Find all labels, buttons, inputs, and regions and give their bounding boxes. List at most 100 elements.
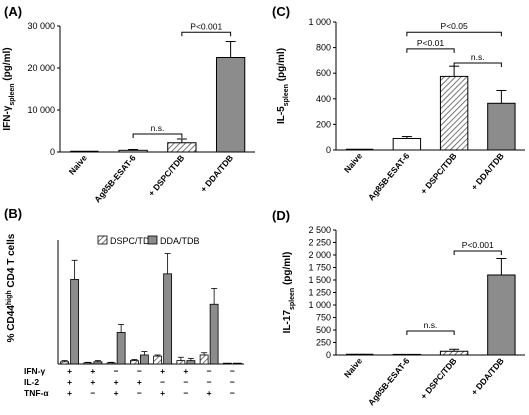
y-axis-label-rest: CD4 T cells [6,233,17,290]
y-axis-label-unit: (pg/ml) [282,252,293,288]
cytokine-row-label: IL-2 [24,377,39,387]
combination-sign: − [230,377,235,387]
category-label: + DSPC/TDB [146,153,186,198]
category-label: Naive [342,356,364,380]
bar-dda [186,360,196,365]
combination-sign: + [90,366,95,376]
y-axis-label-main: IFN-γ [2,105,13,130]
bar-3 [487,274,516,356]
combination-sign: + [160,366,165,376]
significance-label: P<0.001 [462,240,494,250]
bar-dspc [106,362,116,365]
category-label: Ag85B-ESAT-6 [366,356,412,408]
y-tick-label: 0 [326,145,331,155]
y-tick-label: 1 000 [308,17,331,27]
significance-bracket [132,133,183,138]
y-tick-label: 600 [316,68,331,78]
y-tick-label: 0 [50,147,55,157]
category-label: + DSPC/TDB [418,151,458,196]
combination-sign: − [114,366,119,376]
y-axis-label-unit: (pg/ml) [2,47,13,83]
y-tick-label: 1 500 [308,275,331,285]
combination-sign: − [90,388,95,398]
bar-dspc [153,355,163,365]
y-tick-label: 2 500 [308,225,331,235]
panel-a: (A) 0 10 000 20 000 30 000 IFN-γspleen (pg/ml… [2,4,255,204]
combination-sign: − [183,377,188,387]
combination-sign: − [230,388,235,398]
significance-bracket [406,31,502,37]
bar-dspc [199,354,209,365]
combination-sign: − [230,366,235,376]
bar-dspc [60,361,70,365]
combination-sign: − [183,388,188,398]
category-label: + DDA/TDB [469,356,506,397]
y-tick-label: 400 [316,94,331,104]
bar-dda [93,361,103,365]
bar-dda [163,273,173,365]
legend-label: DSPC/TDB [110,236,156,246]
y-tick-label: 30 000 [27,21,55,31]
panel-label: (B) [4,206,22,221]
y-axis-label-sub: spleen [283,84,290,106]
bar-dda [139,354,149,365]
significance-label: n.s. [471,52,485,62]
combination-sign: − [207,377,212,387]
legend-label: DDA/TDB [160,236,200,246]
bar-dda [70,279,80,365]
y-axis-label: IL-5spleen (pg/ml) [276,48,290,124]
bar-1 [118,149,148,153]
significance-bracket [406,330,455,335]
combination-sign: + [160,388,165,398]
significance-label: n.s. [424,320,438,330]
category-label: + DDA/TDB [198,153,235,194]
y-tick-label: 750 [316,313,331,323]
panel-label: (A) [4,4,22,19]
significance-bracket [453,250,502,255]
y-tick-label: 1 000 [308,300,331,310]
combination-sign: + [137,377,142,387]
y-axis-label-sup: high [6,290,13,305]
category-label: Naive [342,151,364,175]
combination-sign: − [137,388,142,398]
y-tick-label: 250 [316,338,331,348]
category-label: Ag85B-ESAT-6 [366,151,412,203]
significance-label: n.s. [151,123,165,133]
category-label: + DSPC/TDB [418,356,458,401]
combination-sign: + [114,377,119,387]
bar-dspc [176,360,186,365]
cytokine-row-label: TNF-α [24,388,49,398]
significance-label: P<0.001 [190,21,222,31]
y-tick-label: 10 000 [27,105,55,115]
panel-b: (B) % CD44high CD4 T cells DSPC/TDB DDA/TDB… [4,206,244,398]
bar-2 [167,142,197,153]
panel-label: (C) [272,4,290,19]
category-label: Naive [67,153,89,177]
combination-sign: − [137,366,142,376]
panel-c: (C) 0 200 400 600 800 1 000 IL-5spleen (pg/ml) N… [272,4,525,202]
significance-bracket [406,48,455,53]
panel-label: (D) [272,208,290,223]
y-axis-label-main: IL-5 [276,106,287,124]
combination-sign: + [67,388,72,398]
y-tick-label: 200 [316,119,331,129]
cytokine-row-label: IFN-γ [24,366,46,376]
y-axis-label: IL-17spleen (pg/ml) [282,252,296,334]
y-axis-label-unit: (pg/ml) [276,48,287,84]
legend-swatch [97,235,108,245]
y-tick-label: 0 [326,350,331,360]
bar-1 [392,137,422,151]
bar-3 [487,102,516,151]
legend-swatch [147,235,158,245]
bar-2 [439,75,469,151]
significance-bracket [453,62,502,67]
category-label: + DDA/TDB [469,151,506,192]
bar-dda [232,362,242,365]
combination-sign: − [160,377,165,387]
bar-dspc [83,362,93,365]
combination-sign: + [90,377,95,387]
y-axis-label: % CD44high CD4 T cells [6,233,18,342]
bar-dda [209,303,219,365]
y-tick-label: 2 000 [308,250,331,260]
